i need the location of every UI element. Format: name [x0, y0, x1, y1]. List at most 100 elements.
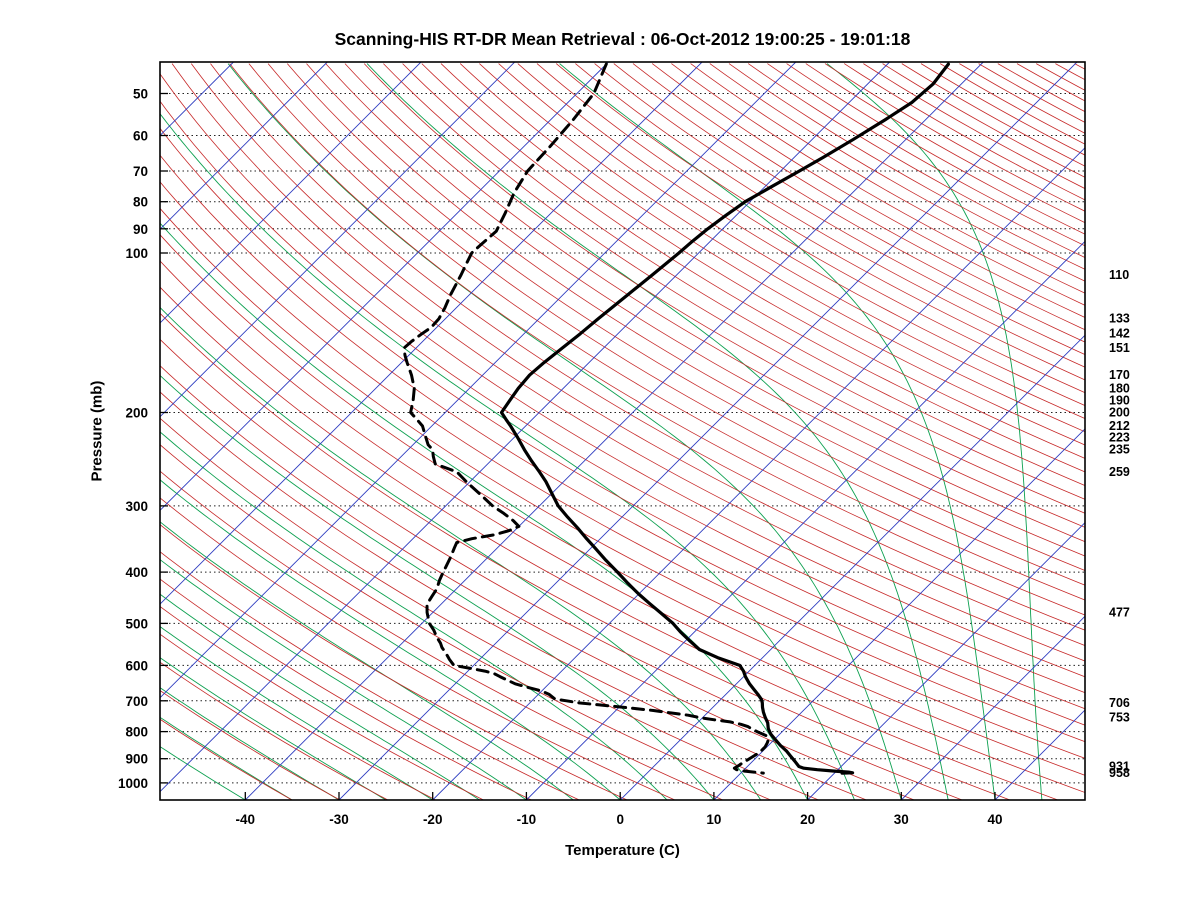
- isotherm-line: [338, 62, 1078, 800]
- dry-adiabat-line: [690, 63, 1085, 294]
- dry-adiabat-line: [160, 578, 532, 800]
- temperature-profile: [499, 62, 950, 775]
- dry-adiabat-line: [160, 312, 1011, 800]
- isotherm-line: [160, 62, 328, 230]
- moist-adiabat-line: [366, 63, 949, 800]
- x-tick-label: 40: [987, 812, 1002, 827]
- right-level-label: 170: [1109, 368, 1130, 382]
- dry-adiabat-line: [344, 63, 1085, 528]
- right-level-label: 477: [1109, 606, 1130, 620]
- y-tick-label: 70: [133, 164, 148, 179]
- chart-title: Scanning-HIS RT-DR Mean Retrieval : 06-O…: [334, 29, 911, 49]
- dry-adiabat-line: [824, 63, 1085, 212]
- moist-adiabat-line: [826, 63, 1043, 800]
- dry-adiabat-line: [1132, 64, 1200, 800]
- dry-adiabat-line: [575, 63, 1085, 368]
- moist-adiabat-line: [160, 687, 340, 800]
- x-tick-label: -10: [517, 812, 537, 827]
- axis-ticks: [160, 92, 996, 800]
- dry-adiabat-line: [160, 338, 963, 800]
- dry-adiabat-line: [267, 63, 1085, 586]
- right-level-label: 212: [1109, 419, 1130, 433]
- dry-adiabat-line: [286, 63, 1085, 571]
- y-tick-label: 1000: [118, 776, 148, 791]
- dry-adiabat-line: [160, 391, 867, 800]
- dry-adiabat-line: [440, 63, 1085, 459]
- dry-adiabat-line: [939, 63, 1085, 145]
- dry-adiabat-line: [160, 444, 771, 800]
- dry-adiabat-line: [160, 689, 341, 800]
- dry-adiabat-line: [160, 365, 915, 800]
- dry-adiabat-line: [728, 63, 1085, 270]
- dry-adiabat-line: [160, 661, 388, 800]
- y-tick-label: 60: [133, 129, 148, 144]
- x-tick-label: -40: [236, 812, 256, 827]
- isotherm-line: [160, 62, 609, 512]
- moist-adiabat-line: [160, 657, 387, 800]
- dry-adiabat-line: [767, 63, 1085, 247]
- right-level-label: 180: [1109, 381, 1130, 395]
- y-tick-label: 50: [133, 87, 148, 102]
- isotherms: [0, 62, 1200, 800]
- dew-point-profile: [402, 62, 771, 775]
- isotherm-line: [0, 62, 140, 800]
- y-tick-label: 400: [125, 565, 148, 580]
- dry-adiabat-line: [613, 63, 1085, 343]
- moist-adiabat-line: [160, 559, 527, 800]
- isotherm-line: [160, 62, 516, 418]
- dry-adiabat-line: [383, 63, 1085, 500]
- moist-adiabat-line: [160, 593, 480, 800]
- dry-adiabat-line: [479, 63, 1085, 433]
- plot-frame: [159, 61, 1086, 801]
- dry-adiabat-line: [594, 63, 1085, 355]
- moist-adiabat-line: [160, 626, 433, 800]
- right-level-label: 235: [1109, 443, 1130, 457]
- dry-adiabat-line: [229, 63, 1085, 616]
- right-level-label: 151: [1109, 341, 1130, 355]
- dry-adiabat-line: [498, 63, 1085, 420]
- isotherm-line: [160, 62, 703, 605]
- moist-adiabat-line: [160, 431, 668, 800]
- y-tick-label: 500: [125, 616, 148, 631]
- dry-adiabat-line: [421, 63, 1085, 473]
- dry-adiabat-line: [160, 417, 819, 800]
- moist-adiabat-line: [160, 716, 293, 800]
- y-tick-label: 90: [133, 222, 148, 237]
- dry-adiabat-line: [248, 63, 1085, 601]
- dry-adiabat-line: [160, 100, 1085, 694]
- right-level-label: 190: [1109, 394, 1130, 408]
- dry-adiabat-line: [805, 63, 1085, 224]
- isotherm-line: [160, 62, 890, 793]
- y-tick-label: 300: [125, 499, 148, 514]
- y-tick-label: 800: [125, 725, 148, 740]
- dry-adiabat-line: [651, 63, 1085, 318]
- dry-adiabat-line: [160, 127, 1085, 710]
- dry-adiabat-line: [160, 633, 436, 800]
- dry-adiabat-line: [363, 63, 1085, 514]
- moist-adiabat-line: [160, 479, 621, 800]
- dry-adiabat-line: [959, 63, 1085, 134]
- isotherm-line: [1089, 62, 1200, 800]
- right-level-label: 753: [1109, 711, 1130, 725]
- isotherm-line: [244, 62, 984, 800]
- moist-adiabat-line: [227, 63, 902, 800]
- dry-adiabat-line: [160, 260, 1085, 793]
- dry-adiabat-line: [536, 63, 1085, 394]
- isotherm-line: [900, 615, 1085, 800]
- dry-adiabat-line: [747, 63, 1085, 259]
- dry-adiabat-line: [459, 63, 1085, 446]
- isotherm-line: [713, 428, 1085, 800]
- right-level-label: 259: [1109, 465, 1130, 479]
- y-tick-label: 80: [133, 195, 148, 210]
- dry-adiabat-line: [160, 207, 1085, 759]
- isotherm-line: [160, 62, 797, 699]
- dry-adiabat-line: [160, 73, 1085, 678]
- dry-adiabat-line: [1152, 64, 1200, 800]
- y-tick-label: 600: [125, 658, 148, 673]
- right-level-label: 142: [1109, 327, 1130, 341]
- moist-adiabat-line: [160, 374, 715, 800]
- isotherm-line: [526, 240, 1085, 800]
- x-tick-label: 30: [894, 812, 909, 827]
